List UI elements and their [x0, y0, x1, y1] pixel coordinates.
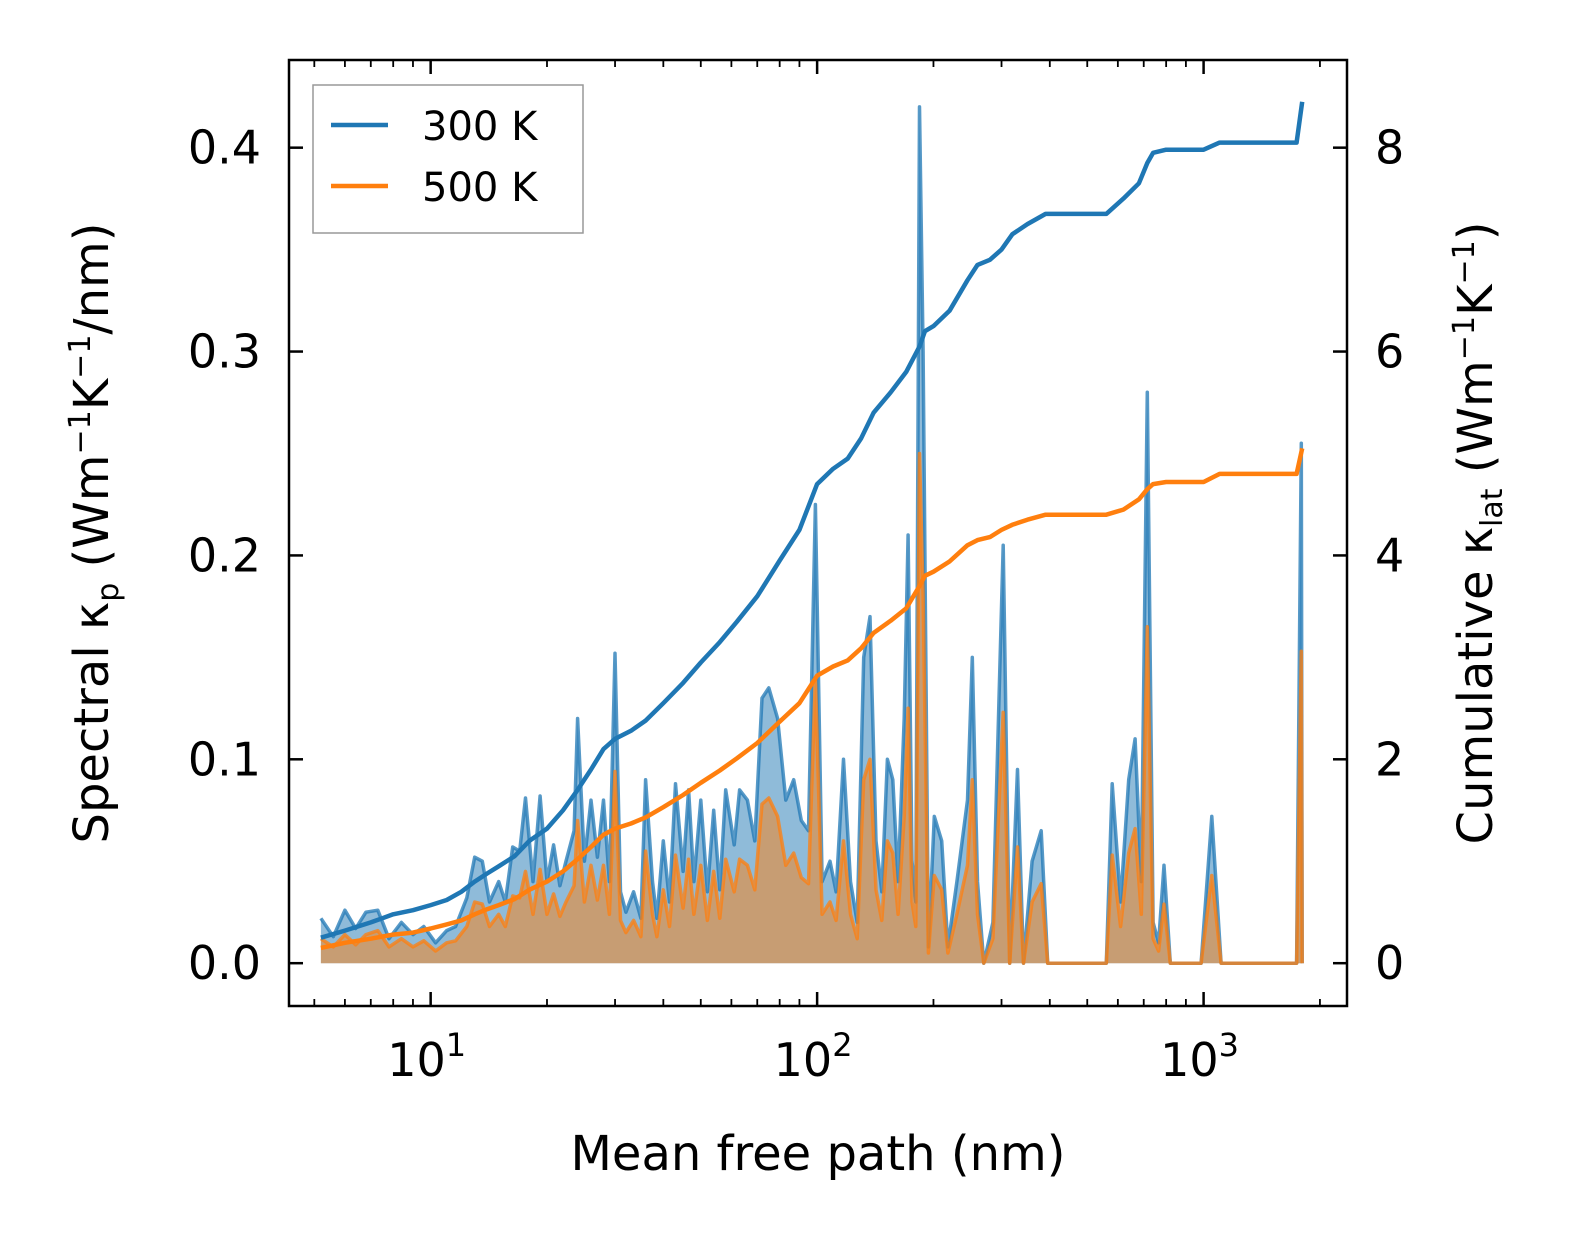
- y-left-tick-label: 0.4: [188, 121, 261, 175]
- y-left-tick-label: 0.1: [188, 732, 261, 786]
- legend-label-500k: 500 K: [422, 165, 539, 211]
- x-tick-label: 102: [774, 1026, 853, 1087]
- y-right-tick-label: 6: [1375, 325, 1404, 379]
- y-left-tick-label: 0.0: [188, 936, 261, 990]
- cumulative-line-500k: [320, 447, 1305, 951]
- y-right-tick-label: 0: [1375, 936, 1404, 990]
- y-left-tick-label: 0.2: [188, 528, 261, 582]
- y-right-axis-title: Cumulative κlat (Wm−1K−1): [1447, 222, 1510, 845]
- spectral-area-500k: [320, 453, 1303, 964]
- y-right-tick-label: 2: [1375, 732, 1404, 786]
- x-tick-label: 101: [387, 1026, 466, 1087]
- ticks-layer: 101 102 103 0.0 0.1 0.2 0.3 0.4 0 2 4 6 8: [188, 60, 1404, 1087]
- y-right-tick-label: 4: [1375, 528, 1404, 582]
- y-left-tick-label: 0.3: [188, 325, 261, 379]
- legend-label-300k: 300 K: [422, 104, 539, 150]
- legend-frame: [312, 84, 584, 234]
- legend: 300 K 500 K: [312, 84, 584, 234]
- cumulative-line-300k: [320, 101, 1305, 940]
- cumulative-layer: [320, 101, 1305, 951]
- x-axis-title: Mean free path (nm): [571, 1126, 1066, 1182]
- x-tick-label: 103: [1160, 1026, 1239, 1087]
- y-right-tick-label: 8: [1375, 121, 1404, 175]
- y-left-axis-title: Spectral κp (Wm−1K−1/nm): [63, 223, 126, 844]
